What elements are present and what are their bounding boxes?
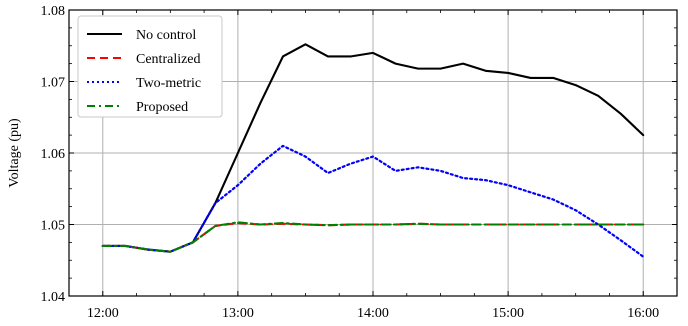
legend-label-centralized: Centralized [136,52,201,67]
legend-box [77,15,223,118]
x-tick-label: 13:00 [222,306,254,321]
axes-layer: 12:00 13:00 14:00 15:00 16:00 1.04 1.05 1.06 1.0… [41,4,678,321]
y-tick-label: 1.04 [41,290,66,305]
y-axis-label: Voltage (pu) [7,118,22,188]
y-tick-label: 1.05 [41,219,66,234]
legend-label-two-metric: Two-metric [136,76,201,91]
y-tick-label: 1.08 [41,4,66,19]
series-layer [101,43,645,258]
x-tick-label: 16:00 [627,306,659,321]
legend: No control Centralized Two-metric Proposed [77,15,223,118]
legend-label-no-control: No control [136,28,196,43]
x-tick-label: 14:00 [357,306,389,321]
x-tick-label: 15:00 [492,306,524,321]
y-tick-label: 1.07 [41,76,66,91]
legend-label-proposed: Proposed [136,100,188,115]
x-tick-label: 12:00 [87,306,119,321]
y-tick-label: 1.06 [41,147,66,162]
series-line-proposed [101,221,645,253]
